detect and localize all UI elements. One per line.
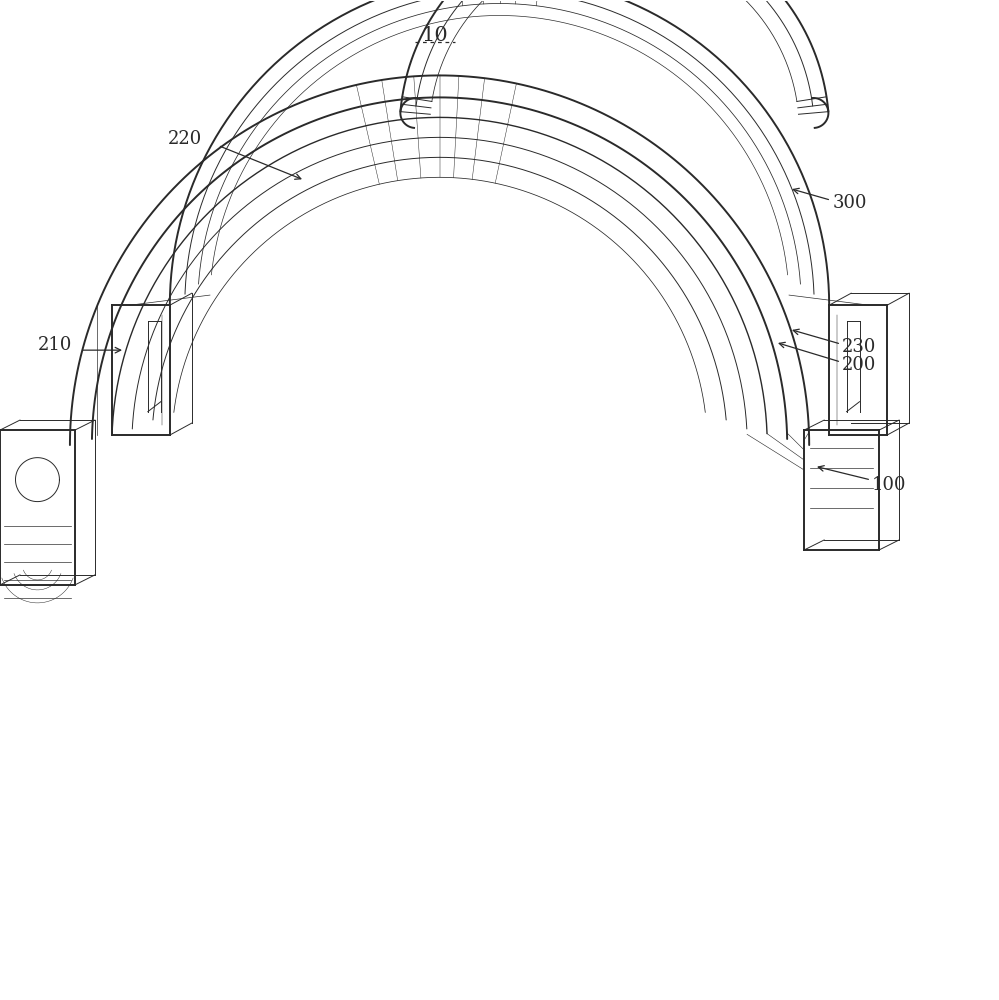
Text: 230: 230 (842, 338, 876, 356)
Text: 210: 210 (38, 336, 72, 354)
Text: 200: 200 (842, 356, 876, 374)
Text: 10: 10 (422, 26, 448, 45)
Text: 100: 100 (872, 476, 907, 494)
Text: 220: 220 (168, 130, 202, 148)
Text: 300: 300 (832, 194, 867, 212)
